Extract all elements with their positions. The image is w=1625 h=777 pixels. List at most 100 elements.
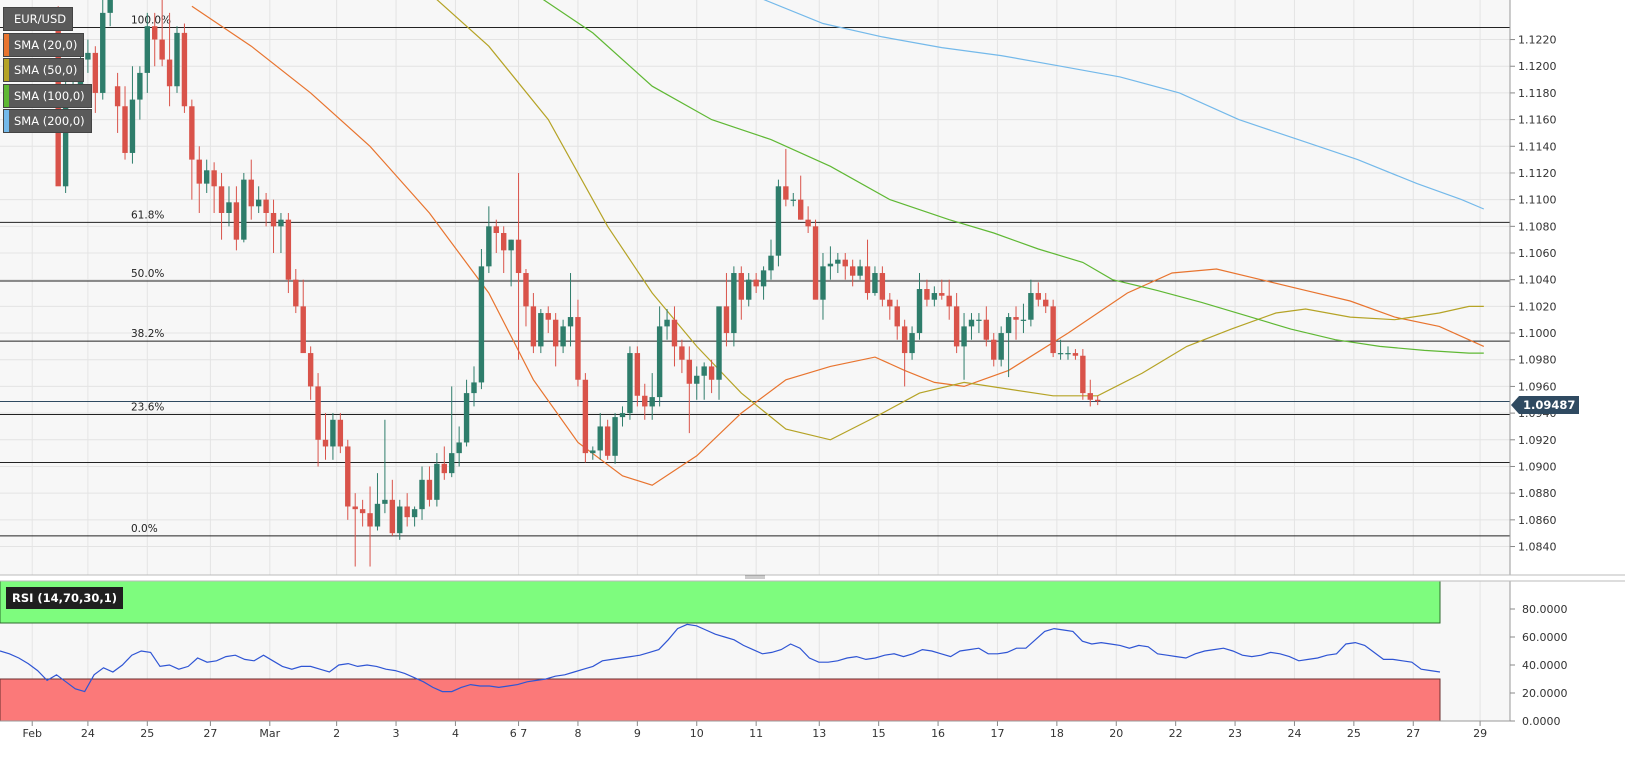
legend-sma200-label: SMA (200,0) (14, 114, 85, 129)
candle-body (1028, 293, 1034, 320)
time-tick-label: 27 (203, 727, 217, 740)
candle-body (218, 186, 225, 213)
candle-body (775, 186, 782, 256)
candle (939, 279, 945, 300)
candle-body (100, 12, 106, 93)
candle (701, 362, 707, 400)
price-tick-label: 1.1140 (1518, 140, 1557, 153)
candle (1043, 293, 1049, 314)
candle-body (760, 270, 767, 287)
candle-body (456, 442, 462, 454)
candle-body (359, 509, 366, 514)
candle (953, 293, 960, 354)
candle-body (189, 106, 195, 160)
rsi-tick-label: 20.0000 (1522, 687, 1568, 700)
legend-sma50-swatch (4, 59, 9, 82)
candle (1057, 339, 1064, 360)
candle-body (567, 317, 574, 327)
candle-body (968, 319, 975, 327)
candle (129, 66, 136, 164)
legend-sma20[interactable]: SMA (20,0) (4, 33, 84, 56)
sma-500-line (436, 0, 1484, 441)
candle (708, 359, 715, 394)
fibonacci-label: 38.2% (131, 328, 164, 340)
sma-2000-line (763, 0, 1485, 210)
candle (322, 413, 329, 460)
candle (1013, 306, 1019, 340)
candle-body (382, 499, 388, 504)
candle-body (486, 226, 492, 267)
candle (671, 306, 678, 367)
candle (894, 299, 900, 340)
legend-sma100-swatch (4, 84, 9, 107)
candle-body (953, 306, 960, 347)
candle (426, 466, 433, 507)
candle-body (820, 266, 826, 300)
time-tick-label: 25 (1347, 727, 1361, 740)
candle-body (991, 339, 997, 360)
sma-lines (191, 0, 1485, 486)
candle (411, 506, 418, 527)
candle (768, 239, 774, 280)
legend-symbol[interactable]: EUR/USD (4, 8, 73, 30)
candle-body (307, 353, 314, 387)
candle (456, 426, 462, 467)
candle (642, 383, 648, 420)
candle-body (404, 506, 410, 518)
time-tick-label: 17 (990, 727, 1004, 740)
candle-body (204, 170, 210, 184)
candle (887, 293, 893, 320)
candle-body (961, 326, 967, 347)
candle (419, 466, 425, 520)
candle (694, 366, 700, 400)
candle (567, 273, 574, 347)
candle-body (337, 419, 344, 447)
panel-resize-handle[interactable] (745, 575, 765, 579)
candle-body (835, 259, 841, 264)
candle (916, 273, 923, 340)
candle (552, 313, 559, 367)
candle-body (1035, 293, 1041, 300)
time-tick-label: 8 (574, 727, 581, 740)
candle (627, 346, 633, 420)
candle-body (753, 279, 759, 287)
candle-body (849, 266, 856, 276)
candle (746, 273, 752, 307)
candle (998, 326, 1004, 367)
candle-body (85, 52, 91, 60)
candle (545, 306, 551, 334)
price-tick-label: 1.1080 (1518, 220, 1557, 233)
candles (55, 0, 1101, 567)
candle (501, 226, 507, 274)
time-tick-label: 16 (931, 727, 945, 740)
candle-body (901, 326, 908, 354)
legend-symbol-swatch (4, 8, 9, 30)
candle (924, 279, 930, 307)
candle-body (1043, 299, 1049, 307)
candle (463, 379, 470, 447)
price-tick-label: 1.1200 (1518, 60, 1557, 73)
candle-body (842, 259, 848, 267)
price-tick-label: 1.1040 (1518, 274, 1557, 287)
candle-body (768, 255, 774, 271)
legend-sma50[interactable]: SMA (50,0) (4, 59, 84, 82)
candle-body (367, 513, 373, 527)
candle (679, 339, 685, 374)
candle (664, 309, 670, 340)
candle-body (1087, 393, 1093, 400)
legend-symbol-label: EUR/USD (14, 12, 67, 26)
legend-sma100[interactable]: SMA (100,0) (4, 84, 91, 107)
candle (738, 266, 744, 320)
candle-body (1005, 317, 1012, 334)
legend-sma200[interactable]: SMA (200,0) (4, 110, 91, 133)
rsi-panel (0, 580, 1441, 722)
candle-body (738, 273, 744, 300)
candle (864, 239, 871, 300)
candle (174, 26, 180, 93)
candle-body (894, 306, 900, 327)
price-tick-label: 1.1160 (1518, 114, 1557, 127)
price-tick-label: 1.0980 (1518, 354, 1557, 367)
candle (100, 0, 106, 100)
rsi-legend-label[interactable]: RSI (14,70,30,1) (6, 587, 124, 609)
candle (189, 99, 195, 200)
